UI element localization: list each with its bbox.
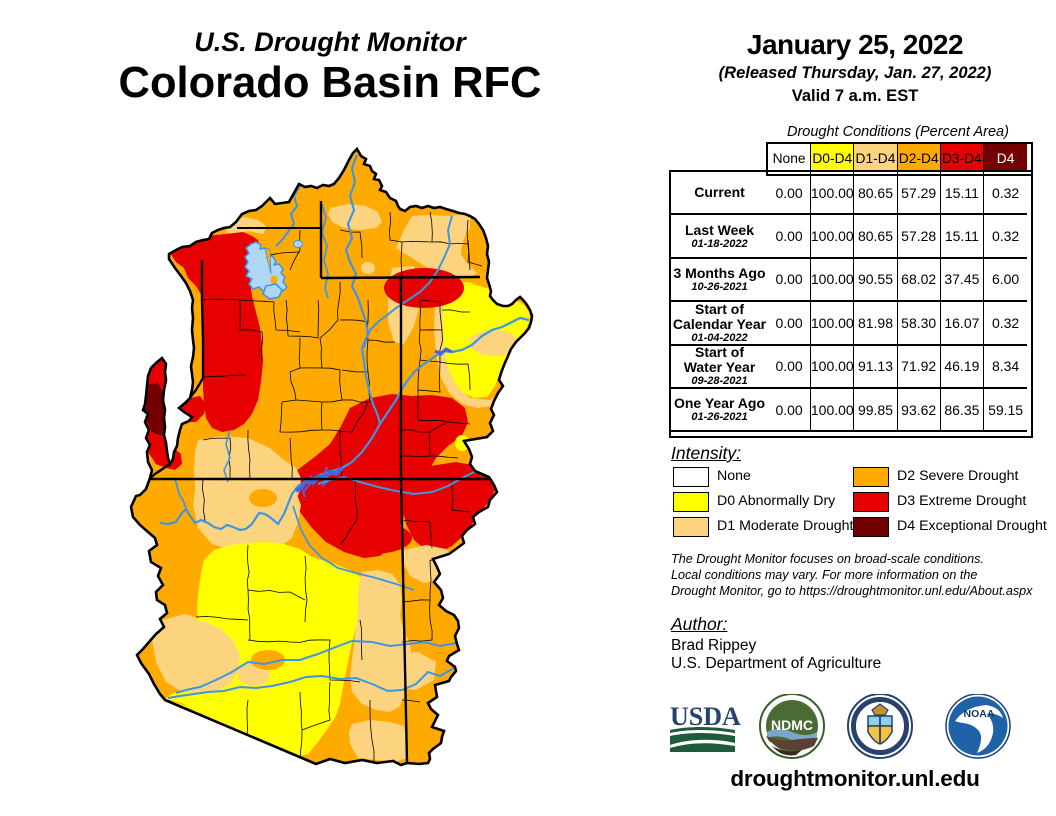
svg-text:NOAA: NOAA bbox=[964, 708, 995, 720]
svg-text:USDA: USDA bbox=[670, 702, 741, 731]
svg-text:NDMC: NDMC bbox=[771, 717, 813, 733]
